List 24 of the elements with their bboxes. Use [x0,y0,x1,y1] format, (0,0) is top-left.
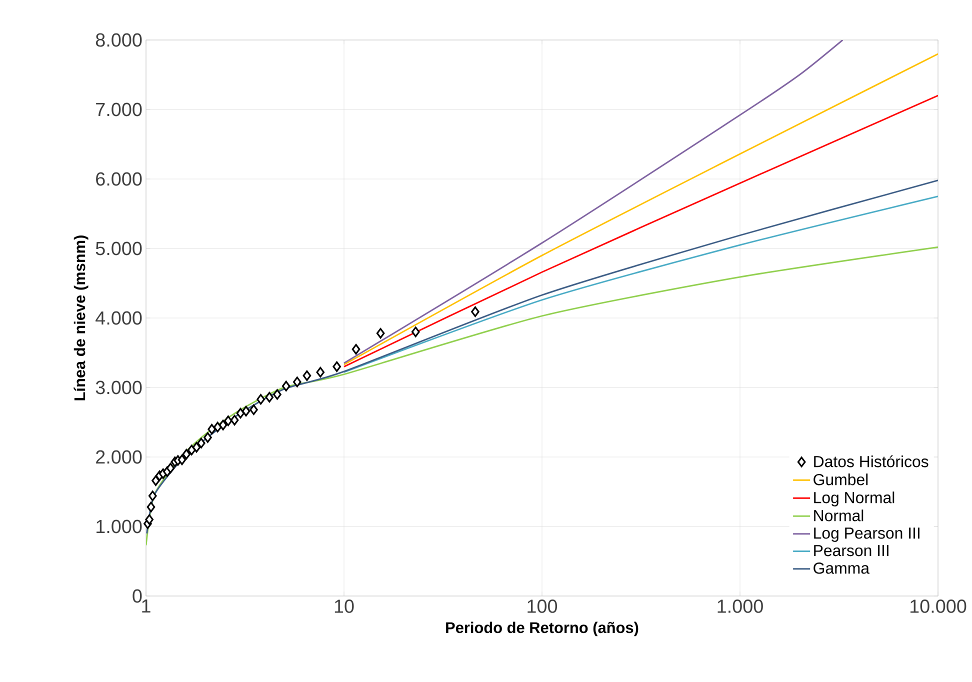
y-tick-label: 0 [132,589,142,603]
line-series [343,196,938,373]
y-tick-label: 2.000 [96,450,142,464]
y-axis-title: Línea de nieve (msnm) [74,236,88,400]
x-tick-label: 1.000 [718,600,763,613]
y-tick-label: 6.000 [96,172,142,186]
legend-label: Normal [814,510,864,522]
x-tick-label: 100 [528,600,558,613]
legend-label: Pearson III [814,545,888,556]
legend-label: Log Normal [814,492,894,506]
x-axis-title: Periodo de Retorno (años) [446,622,638,636]
x-tick-label: 1 [142,600,150,613]
legend-label: Log Pearson III [814,528,920,542]
y-tick-label: 5.000 [96,242,142,256]
legend-label: Datos Históricos [814,455,928,468]
y-tick-label: 1.000 [96,520,142,534]
y-tick-label: 4.000 [96,311,142,325]
y-tick-label: 3.000 [96,380,142,394]
legend-label: Gumbel [814,474,868,486]
x-tick-label: 10 [334,600,354,613]
legend-label: Gamma [814,562,870,574]
x-tick-label: 10.000 [910,600,966,613]
y-tick-label: 7.000 [96,102,142,116]
y-tick-label: 8.000 [96,33,142,47]
